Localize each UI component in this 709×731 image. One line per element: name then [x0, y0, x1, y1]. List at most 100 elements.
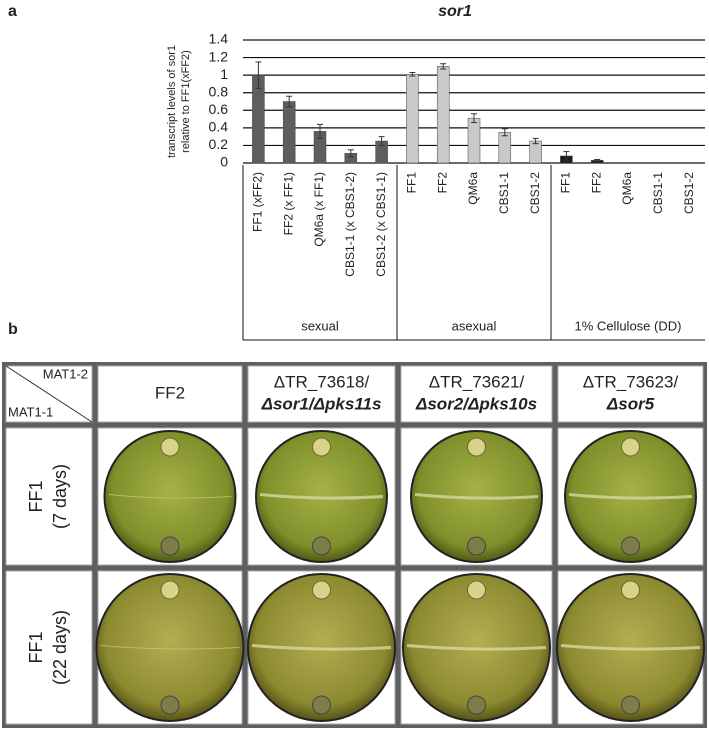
- corner-diagonal: [5, 365, 93, 423]
- inoculum: [621, 695, 640, 715]
- mating-line: [259, 493, 384, 500]
- row-header: FF1: [26, 631, 46, 663]
- x-tick-label: CBS1-1: [497, 172, 511, 214]
- bar: [467, 117, 481, 164]
- petri-dish: [402, 573, 551, 722]
- row-header: (22 days): [50, 610, 70, 685]
- group-label: sexual: [301, 318, 339, 333]
- mating-line: [414, 493, 539, 500]
- error-bar: [378, 136, 385, 146]
- column-header: ΔTR_73618/: [274, 372, 370, 391]
- x-tick-label: FF2: [435, 172, 449, 194]
- y-tick-label: 0.2: [209, 136, 229, 152]
- inoculum: [160, 695, 180, 715]
- error-bar: [317, 123, 323, 139]
- x-tick-label: FF1 (xFF2): [251, 172, 265, 232]
- mating-line: [560, 644, 701, 651]
- chart-title: sor1: [438, 3, 472, 20]
- column-header: Δsor2/Δpks10s: [415, 394, 537, 413]
- inoculum: [160, 437, 180, 457]
- bar: [406, 74, 419, 164]
- mating-line: [406, 644, 547, 651]
- inoculum: [312, 580, 331, 600]
- bar: [282, 101, 296, 164]
- x-tick-label: QM6a: [620, 172, 634, 205]
- error-bar: [563, 151, 570, 161]
- inoculum: [467, 536, 486, 556]
- error-bar: [286, 95, 293, 108]
- row-header: FF1: [26, 480, 46, 512]
- column-header: Δsor1/Δpks11s: [261, 394, 382, 413]
- error-bar: [594, 158, 601, 162]
- corner-label: MAT1-2: [43, 366, 88, 381]
- x-tick-label: CBS1-2 (x CBS1-1): [374, 172, 388, 277]
- petri-dish: [556, 573, 705, 722]
- dish-agar: [95, 573, 245, 722]
- petri-dish: [95, 573, 245, 722]
- column-header: ΔTR_73621/: [429, 372, 525, 391]
- x-tick-label: FF2: [589, 172, 603, 194]
- table-cell: [400, 365, 553, 423]
- column-header: Δsor5: [606, 394, 655, 413]
- error-bar: [501, 128, 508, 137]
- table-cell: [5, 427, 93, 566]
- table-cell: [247, 365, 396, 423]
- mating-line: [251, 644, 392, 651]
- error-bar: [255, 61, 262, 89]
- x-tick-label: CBS1-1: [651, 172, 665, 214]
- inoculum: [160, 580, 180, 600]
- group-label: 1% Cellulose (DD): [575, 318, 682, 333]
- y-tick-label: 1.2: [209, 48, 229, 64]
- inoculum: [621, 580, 640, 600]
- error-bar: [409, 72, 416, 77]
- mating-line: [568, 493, 693, 500]
- corner-label: MAT1-1: [8, 404, 53, 419]
- table-cell: [557, 365, 704, 423]
- error-bar: [440, 63, 447, 70]
- inoculum: [160, 536, 180, 556]
- dish-agar: [103, 430, 237, 563]
- error-bar: [532, 137, 539, 145]
- petri-dish: [255, 430, 388, 563]
- x-tick-label: CBS1-2: [682, 172, 696, 214]
- y-tick-label: 1: [220, 66, 228, 82]
- x-tick-label: FF2 (x FF1): [281, 172, 295, 235]
- column-header: ΔTR_73623/: [583, 372, 679, 391]
- x-tick-label: QM6a: [466, 172, 480, 205]
- x-tick-label: QM6a (x FF1): [312, 172, 326, 247]
- y-axis-label: transcript levels of sor1: [166, 45, 178, 158]
- panel-label: b: [8, 321, 18, 338]
- error-bar: [347, 149, 354, 158]
- group-label: asexual: [452, 318, 497, 333]
- bar: [436, 66, 450, 164]
- inoculum: [621, 437, 640, 457]
- x-tick-label: FF1: [405, 172, 419, 194]
- petri-dish: [103, 430, 237, 563]
- x-tick-label: FF1: [559, 172, 573, 194]
- y-tick-label: 0.8: [209, 83, 229, 99]
- bar: [529, 140, 542, 164]
- inoculum: [621, 536, 640, 556]
- error-bar: [471, 113, 477, 124]
- inoculum: [467, 695, 486, 715]
- inoculum: [467, 437, 486, 457]
- inoculum: [467, 580, 486, 600]
- table-cell: [97, 365, 243, 423]
- petri-dish: [564, 430, 697, 563]
- mating-line: [100, 645, 240, 650]
- mating-line: [108, 494, 232, 499]
- inoculum: [312, 536, 331, 556]
- petri-dish: [247, 573, 396, 722]
- y-tick-label: 1.4: [209, 31, 229, 47]
- row-header: (7 days): [50, 464, 70, 529]
- inoculum: [312, 695, 331, 715]
- petri-dish: [410, 430, 543, 563]
- y-axis-label: relative to FF1(xFF2): [180, 50, 192, 153]
- bar: [498, 132, 512, 164]
- y-tick-label: 0.4: [209, 119, 229, 135]
- column-header: FF2: [155, 383, 185, 402]
- y-tick-label: 0.6: [209, 101, 229, 117]
- y-tick-label: 0: [220, 154, 228, 170]
- x-tick-label: CBS1-1 (x CBS1-2): [343, 172, 357, 277]
